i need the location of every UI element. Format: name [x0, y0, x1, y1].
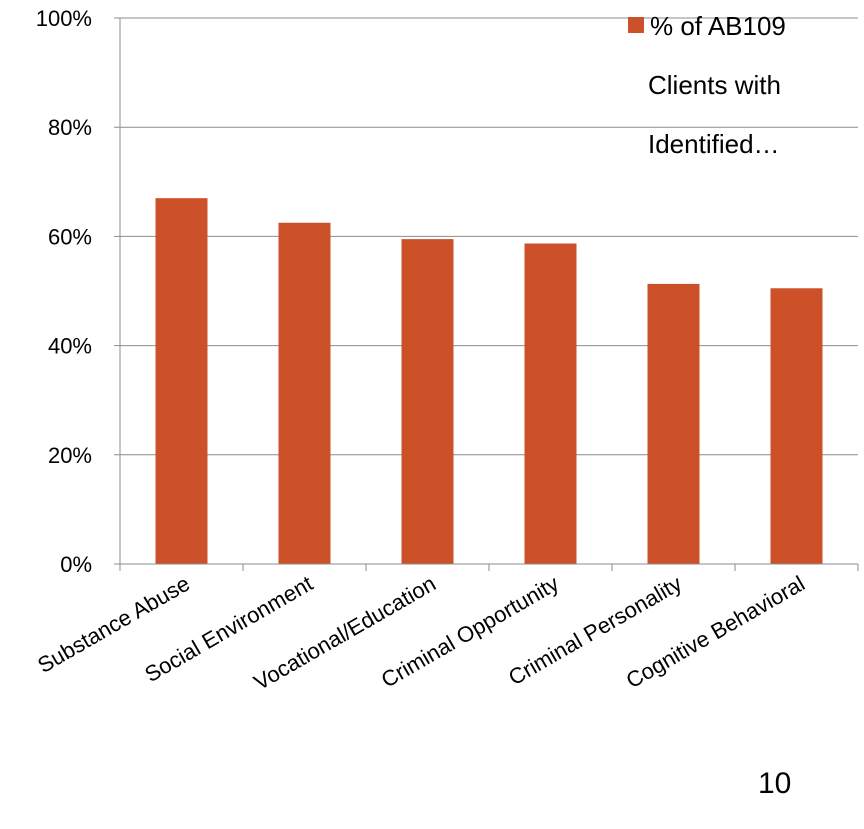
- bar: [770, 288, 823, 564]
- legend-label-line-3: Identified…: [648, 129, 780, 159]
- bar: [524, 243, 577, 565]
- gridlines: [120, 17, 858, 456]
- y-tick-label: 40%: [48, 334, 92, 359]
- bar: [155, 198, 208, 564]
- bar: [278, 222, 331, 564]
- legend-label-line-2: Clients with: [648, 70, 781, 100]
- y-tick-label: 80%: [48, 115, 92, 140]
- legend: % of AB109 Clients with Identified…: [628, 11, 786, 159]
- axes: [114, 17, 859, 571]
- legend-label-line-1: % of AB109: [650, 11, 786, 41]
- y-tick-label: 100%: [36, 6, 92, 31]
- y-tick-label: 0%: [60, 552, 92, 577]
- y-tick-label: 20%: [48, 443, 92, 468]
- bar: [401, 239, 454, 564]
- y-tick-labels: 0% 20% 40% 60% 80% 100%: [36, 6, 92, 577]
- bar: [647, 283, 700, 564]
- legend-swatch: [628, 17, 644, 33]
- bars: [155, 198, 823, 565]
- page-number: 10: [758, 767, 791, 800]
- y-tick-label: 60%: [48, 224, 92, 249]
